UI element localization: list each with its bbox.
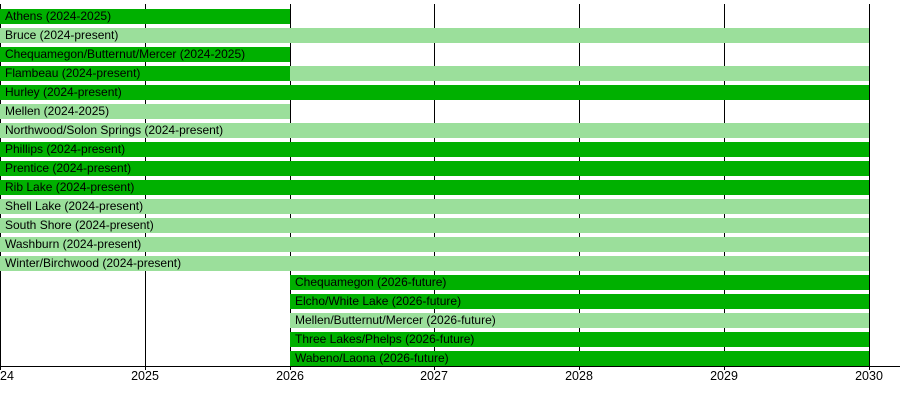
bar-label: Mellen/Butternut/Mercer (2026-future) (295, 313, 496, 327)
bar-label: Elcho/White Lake (2026-future) (295, 294, 462, 308)
timeline-bar-segment: Three Lakes/Phelps (2026-future) (290, 332, 869, 347)
bar-label: Shell Lake (2024-present) (5, 199, 144, 213)
timeline-bar-segment: Hurley (2024-present) (0, 85, 869, 100)
bar-label: Northwood/Solon Springs (2024-present) (5, 123, 224, 137)
timeline-bar-segment (290, 66, 869, 81)
bar-label: Three Lakes/Phelps (2026-future) (295, 332, 475, 346)
bar-label: Chequamegon/Butternut/Mercer (2024-2025) (5, 47, 246, 61)
year-gridline (869, 4, 870, 370)
timeline-bar-segment: Phillips (2024-present) (0, 142, 869, 157)
bar-label: Flambeau (2024-present) (5, 66, 141, 80)
x-axis-line (0, 366, 900, 367)
year-tick-label: 2029 (710, 369, 738, 383)
timeline-bar-segment: Prentice (2024-present) (0, 161, 869, 176)
year-tick-label: 2028 (565, 369, 593, 383)
timeline-bar-segment: Flambeau (2024-present) (0, 66, 290, 81)
timeline-bar-segment: Chequamegon (2026-future) (290, 275, 869, 290)
bar-label: Rib Lake (2024-present) (5, 180, 135, 194)
timeline-bar-segment: Mellen/Butternut/Mercer (2026-future) (290, 313, 869, 328)
bar-label: Phillips (2024-present) (5, 142, 126, 156)
timeline-bar-segment: Shell Lake (2024-present) (0, 199, 869, 214)
bar-label: South Shore (2024-present) (5, 218, 154, 232)
timeline-bar-segment: Winter/Birchwood (2024-present) (0, 256, 869, 271)
year-tick-label: 2025 (131, 369, 159, 383)
bar-label: Mellen (2024-2025) (5, 104, 110, 118)
timeline-bar-segment: Northwood/Solon Springs (2024-present) (0, 123, 869, 138)
timeline-bar-segment: Washburn (2024-present) (0, 237, 869, 252)
bar-label: Chequamegon (2026-future) (295, 275, 447, 289)
bar-label: Bruce (2024-present) (5, 28, 119, 42)
year-tick-label: 2024 (0, 369, 14, 383)
bar-label: Hurley (2024-present) (5, 85, 122, 99)
timeline-bar-segment: Chequamegon/Butternut/Mercer (2024-2025) (0, 47, 290, 62)
year-tick-label: 2026 (276, 369, 304, 383)
bar-label: Prentice (2024-present) (5, 161, 132, 175)
timeline-bar-segment: Bruce (2024-present) (0, 28, 869, 43)
bar-label: Wabeno/Laona (2026-future) (295, 351, 449, 365)
timeline-bar-segment: Wabeno/Laona (2026-future) (290, 351, 869, 366)
timeline-bar-segment: Athens (2024-2025) (0, 9, 290, 24)
bar-label: Winter/Birchwood (2024-present) (5, 256, 182, 270)
bar-label: Athens (2024-2025) (5, 9, 112, 23)
year-tick-label: 2030 (855, 369, 883, 383)
timeline-bar-segment: Mellen (2024-2025) (0, 104, 290, 119)
timeline-bar-segment: South Shore (2024-present) (0, 218, 869, 233)
timeline-bar-segment: Rib Lake (2024-present) (0, 180, 869, 195)
bar-label: Washburn (2024-present) (5, 237, 142, 251)
timeline-bar-segment: Elcho/White Lake (2026-future) (290, 294, 869, 309)
year-tick-label: 2027 (420, 369, 448, 383)
